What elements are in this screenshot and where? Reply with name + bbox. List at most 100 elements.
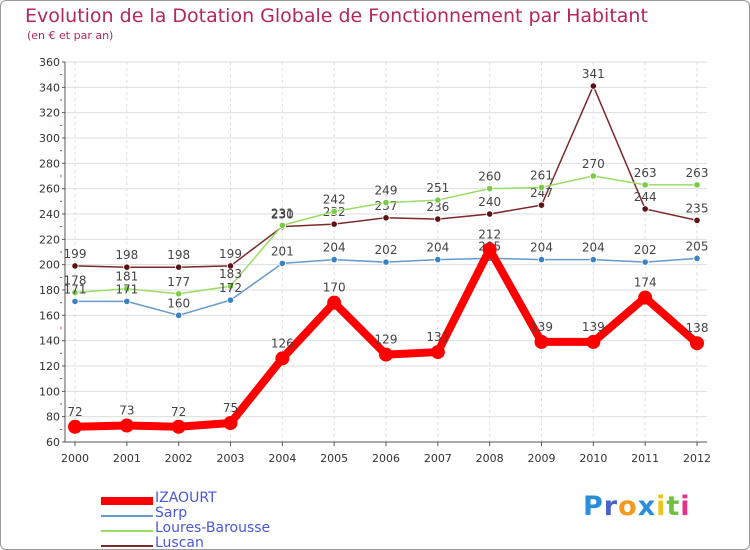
x-tick-label: 2002	[165, 452, 193, 465]
point-izaourt	[275, 351, 290, 366]
data-label-izaourt: 75	[223, 401, 238, 415]
legend-label-luscan: Luscan	[155, 535, 204, 550]
data-label-izaourt: 212	[478, 227, 501, 241]
point-loures-barousse	[486, 185, 494, 193]
data-label-luscan: 198	[167, 248, 190, 262]
point-luscan	[641, 205, 649, 213]
point-sarp	[693, 254, 701, 262]
data-label-loures-barousse: 263	[634, 166, 657, 180]
data-label-sarp: 172	[219, 281, 242, 295]
point-loures-barousse	[226, 282, 235, 290]
point-izaourt	[171, 419, 186, 434]
point-luscan	[382, 214, 390, 222]
point-izaourt	[379, 347, 393, 362]
point-luscan	[486, 210, 494, 218]
x-tick-label: 2010	[579, 452, 607, 465]
y-tick-label: 180	[39, 284, 60, 297]
y-tick-label: 360	[39, 56, 60, 69]
point-sarp	[123, 297, 131, 305]
data-label-luscan: 230	[271, 208, 294, 222]
point-luscan	[434, 215, 442, 223]
y-tick-label: 280	[39, 157, 60, 170]
point-luscan	[693, 216, 701, 224]
data-label-luscan: 235	[686, 201, 709, 215]
data-label-loures-barousse: 260	[478, 170, 501, 184]
data-label-sarp: 202	[375, 243, 398, 257]
data-label-loures-barousse: 183	[219, 267, 242, 281]
data-label-loures-barousse: 181	[115, 270, 138, 284]
data-label-sarp: 204	[582, 241, 605, 255]
data-label-loures-barousse: 231	[271, 206, 294, 220]
point-loures-barousse	[382, 199, 390, 207]
x-tick-label: 2011	[631, 452, 659, 465]
point-loures-barousse	[641, 181, 649, 189]
data-label-luscan: 244	[634, 190, 657, 204]
data-label-loures-barousse: 261	[530, 168, 553, 182]
point-loures-barousse	[537, 183, 546, 191]
legend-label-izaourt: IZAOURT	[155, 490, 217, 506]
data-label-loures-barousse: 242	[323, 192, 346, 206]
point-loures-barousse	[589, 172, 597, 180]
point-izaourt	[586, 334, 601, 349]
point-luscan	[123, 263, 131, 271]
y-tick-label: 100	[39, 385, 60, 398]
data-label-izaourt: 73	[119, 404, 134, 418]
data-label-izaourt: 138	[686, 321, 709, 335]
point-izaourt	[534, 334, 549, 349]
data-label-loures-barousse: 251	[426, 181, 449, 195]
data-label-loures-barousse: 177	[167, 275, 190, 289]
point-loures-barousse	[434, 196, 442, 204]
data-label-izaourt: 129	[375, 333, 398, 347]
data-label-izaourt: 126	[271, 336, 294, 350]
point-loures-barousse	[278, 221, 286, 229]
y-tick-label: 320	[39, 107, 60, 120]
legend-swatch-izaourt	[101, 497, 153, 505]
logo-letter: r	[603, 491, 619, 522]
data-label-sarp: 202	[634, 243, 657, 257]
point-sarp	[589, 256, 597, 264]
y-tick-label: 200	[39, 259, 60, 272]
point-izaourt	[327, 295, 342, 310]
data-label-luscan: 199	[64, 247, 87, 261]
logo-letter: i	[680, 491, 691, 522]
x-tick-label: 2009	[528, 452, 556, 465]
x-tick-label: 2000	[61, 452, 89, 465]
point-izaourt	[482, 242, 497, 257]
data-label-sarp: 205	[686, 239, 709, 253]
point-sarp	[641, 258, 649, 266]
proxiti-logo[interactable]: Proxiti	[583, 491, 691, 522]
point-sarp	[434, 256, 442, 264]
data-label-luscan: 198	[115, 248, 138, 262]
y-tick-label: 80	[46, 411, 60, 424]
data-label-luscan: 240	[478, 195, 501, 209]
point-izaourt	[223, 416, 238, 430]
point-loures-barousse	[71, 288, 79, 297]
x-tick-label: 2007	[424, 452, 452, 465]
point-luscan	[175, 263, 183, 271]
data-label-izaourt: 131	[426, 330, 449, 344]
y-tick-label: 340	[39, 81, 60, 94]
data-label-sarp: 201	[271, 244, 294, 258]
point-sarp	[278, 259, 286, 267]
axes: 60 80 100 120 140 160 180 200 220 240 260 280 300 320…	[39, 56, 711, 465]
y-tick-label: 140	[39, 335, 60, 348]
chart-subtitle: (en € et par an)	[27, 29, 114, 42]
data-label-luscan: 247	[530, 186, 553, 200]
point-sarp	[226, 296, 235, 304]
point-sarp	[382, 258, 390, 266]
legend-swatch-sarp	[101, 515, 153, 517]
point-loures-barousse	[123, 285, 131, 293]
data-label-luscan: 199	[219, 247, 242, 261]
logo-letter: t	[666, 491, 681, 522]
legend-swatch-luscan	[101, 545, 153, 547]
point-izaourt	[430, 345, 445, 360]
data-label-izaourt: 139	[530, 320, 553, 334]
x-tick-label: 2006	[372, 452, 400, 465]
chart-title: Evolution de la Dotation Globale de Fonc…	[25, 5, 648, 27]
point-luscan	[537, 201, 546, 209]
data-label-izaourt: 72	[67, 405, 82, 419]
point-loures-barousse	[175, 290, 183, 298]
x-tick-label: 2003	[217, 452, 245, 465]
